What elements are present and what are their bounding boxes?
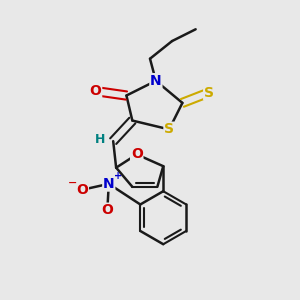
Text: S: S (204, 85, 214, 100)
Text: +: + (114, 171, 122, 181)
Text: −: − (68, 177, 77, 188)
Text: O: O (131, 147, 143, 161)
Text: S: S (164, 122, 174, 136)
Text: O: O (76, 183, 88, 197)
Text: O: O (101, 203, 113, 218)
Text: O: O (90, 84, 101, 98)
Text: N: N (103, 177, 115, 191)
Text: H: H (95, 133, 105, 146)
Text: N: N (150, 74, 162, 88)
